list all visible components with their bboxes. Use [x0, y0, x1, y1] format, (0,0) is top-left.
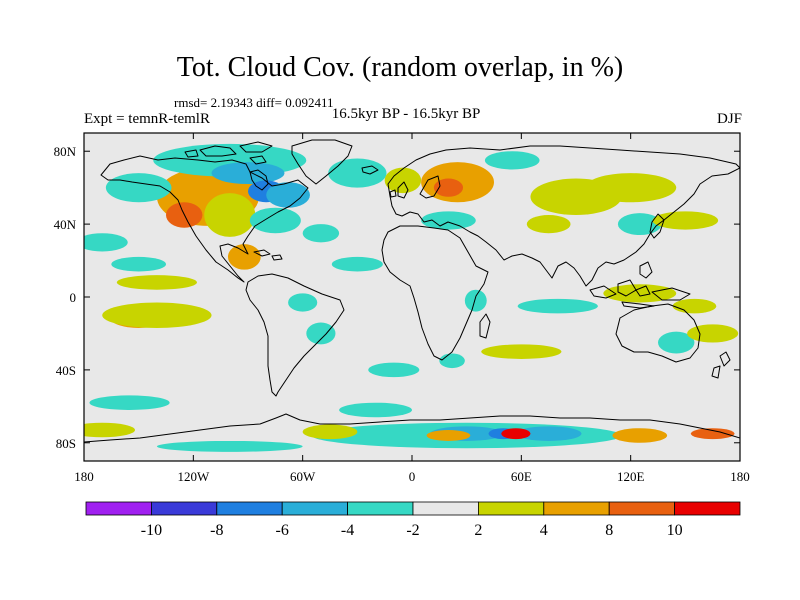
- lon-tick-label: 180: [730, 469, 750, 484]
- anomaly-south-africa: [439, 353, 465, 369]
- anomaly-canada-north: [211, 162, 285, 185]
- anomaly-n-america-plains: [204, 193, 256, 237]
- period-label: 16.5kyr BP - 16.5kyr BP: [331, 106, 481, 122]
- coastline-madagascar: [479, 313, 491, 339]
- anomaly-antarctic-pos-a: [426, 430, 471, 441]
- lon-tick-label: 0: [409, 469, 416, 484]
- anomaly-indian-ocean-s: [481, 344, 562, 359]
- coastline-south-america: [245, 273, 345, 397]
- lon-tick-label: 120W: [177, 469, 210, 484]
- anomaly-russia-north: [484, 151, 540, 170]
- lon-tick-label: 60W: [290, 469, 316, 484]
- stats-text: rmsd= 2.19343 diff= 0.092411: [174, 95, 334, 110]
- anomaly-s-america-north: [288, 293, 318, 312]
- figure-title: Tot. Cloud Cov. (random overlap, in %): [176, 52, 624, 83]
- anomaly-australia-east: [658, 331, 695, 354]
- lon-tick-label: 60E: [511, 469, 532, 484]
- lon-tick-label: 120E: [617, 469, 645, 484]
- anomaly-north-pacific-w: [84, 233, 128, 252]
- anomaly-africa-east: [464, 289, 487, 312]
- anomaly-alaska: [105, 173, 172, 203]
- anomaly-indian-ocean: [517, 298, 598, 314]
- anomaly-antarctic-pos-d: [690, 428, 735, 440]
- anomaly-antarctic-neg2-b: [515, 426, 582, 441]
- anomaly-scandinavia-core: [433, 178, 464, 197]
- map-axes: 180 120W 60W 0 60E 120E 180 80N 40N 0 40S 80S: [54, 133, 750, 484]
- coastline-baltic: [419, 175, 441, 199]
- anomaly-east-pacific-n: [111, 256, 166, 272]
- anomaly-southern-ocean-atlantic: [339, 402, 412, 418]
- anomaly-field: [84, 143, 739, 452]
- lat-tick-label: 80S: [56, 436, 76, 451]
- anomaly-north-atlantic: [302, 224, 340, 243]
- coastline-iceland: [361, 165, 379, 175]
- coastline-new-zealand: [711, 351, 731, 379]
- coastline-eurasia: [387, 145, 740, 287]
- season-label: DJF: [716, 111, 742, 127]
- coastline-indonesia: [589, 261, 691, 309]
- anomaly-south-atlantic: [368, 362, 420, 378]
- anomaly-europe-nw: [384, 167, 422, 194]
- anomaly-antarctic-south: [156, 440, 303, 452]
- anomaly-antarctic-pos-c: [612, 428, 668, 443]
- coastlines: [84, 139, 740, 443]
- anomaly-east-pacific-s-wide: [102, 302, 212, 328]
- anomaly-ross-sea: [84, 422, 136, 438]
- anomaly-antarctic-pos-b: [501, 428, 531, 440]
- lat-tick-label: 40S: [56, 363, 76, 378]
- anomaly-east-asia-coast: [617, 213, 662, 236]
- coastline-australia: [615, 303, 701, 363]
- anomaly-greenland-sea: [328, 158, 387, 188]
- anomaly-asia-central: [526, 215, 571, 234]
- anomaly-labrador: [266, 182, 310, 208]
- anomaly-far-east-russia: [585, 173, 677, 203]
- experiment-label: Expt = temnR-temlR: [84, 111, 210, 127]
- coastline-antarctica: [84, 413, 740, 443]
- lat-tick-label: 80N: [54, 144, 77, 159]
- anomaly-south-pacific: [687, 324, 739, 343]
- coastline-hudson-bay: [249, 169, 269, 191]
- lat-tick-label: 40N: [54, 217, 77, 232]
- anomaly-atlantic-itcz: [331, 256, 383, 272]
- anomaly-maritime-continent: [603, 284, 677, 303]
- coastline-arctic-islands: [184, 141, 273, 165]
- anomaly-southern-ocean-pacific: [89, 395, 170, 410]
- anomaly-weddell: [302, 424, 358, 440]
- anomaly-mediterranean: [421, 211, 476, 230]
- anomaly-north-pacific-e: [652, 211, 719, 230]
- coastline-north-america: [100, 155, 309, 283]
- lon-tick-label: 180: [74, 469, 94, 484]
- coastline-greenland: [291, 139, 353, 185]
- anomaly-gulf-mexico: [227, 244, 261, 270]
- coastline-africa: [381, 225, 489, 361]
- anomaly-east-pacific-itcz: [116, 275, 197, 290]
- coastline-british-isles: [389, 181, 409, 199]
- coastline-japan: [649, 213, 665, 239]
- coastline-caribbean: [253, 249, 283, 261]
- lat-tick-label: 0: [70, 290, 77, 305]
- anomaly-s-america-central: [306, 322, 336, 345]
- anomaly-west-pacific: [672, 298, 717, 314]
- anomaly-n-america-east: [249, 207, 301, 234]
